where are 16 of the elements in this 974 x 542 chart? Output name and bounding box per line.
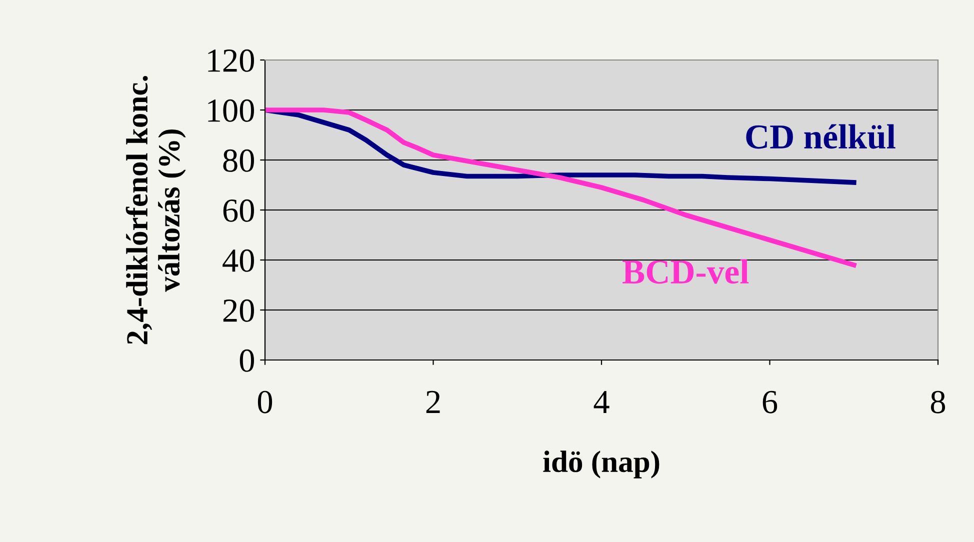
y-tick-label: 40 bbox=[222, 249, 254, 272]
x-axis-title: idö (nap) bbox=[543, 450, 660, 478]
y-tick-label: 0 bbox=[240, 349, 254, 372]
x-tick-label: 0 bbox=[258, 390, 272, 414]
x-tick-label: 6 bbox=[762, 390, 778, 414]
y-tick-label: 60 bbox=[223, 199, 254, 222]
y-tick-label: 120 bbox=[208, 49, 254, 72]
y-tick-label: 100 bbox=[208, 99, 254, 122]
x-tick-label: 2 bbox=[426, 390, 440, 413]
y-axis-title: 2,4-diklórfenol konc. változás (%) bbox=[126, 76, 186, 344]
y-tick-label: 20 bbox=[223, 299, 254, 322]
y-tick-label: 80 bbox=[223, 149, 254, 172]
series-label: CD nélkül bbox=[746, 124, 896, 149]
x-tick-label: 8 bbox=[930, 390, 946, 414]
series-label: BCD-vel bbox=[622, 259, 749, 284]
x-tick-label: 4 bbox=[594, 391, 610, 413]
